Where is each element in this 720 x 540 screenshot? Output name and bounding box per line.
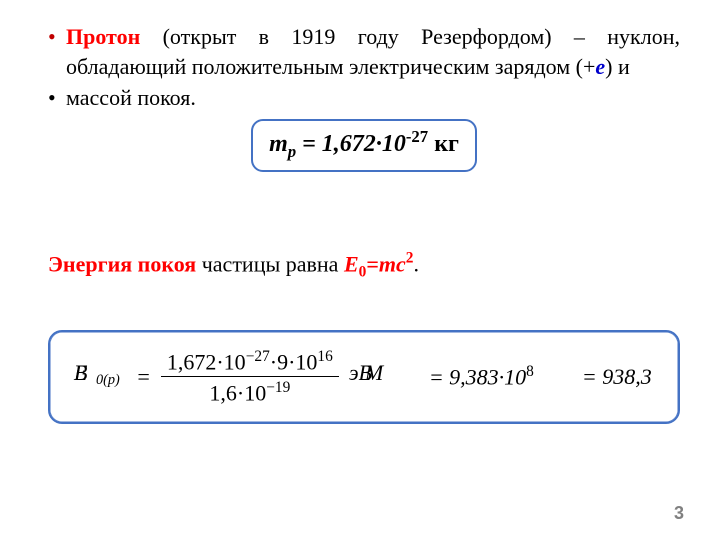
- mass-formula-box: mp = 1,672·10-27 кг: [251, 119, 477, 172]
- rest-energy-text: частицы равна: [196, 251, 344, 276]
- rest-energy-E: E: [344, 251, 359, 276]
- bullet1-text-b: ) и: [605, 54, 630, 79]
- rest-energy-mc: mc: [379, 251, 406, 276]
- bullet2-text: массой покоя.: [66, 85, 196, 110]
- mass-sub: p: [288, 142, 296, 161]
- mev-eV: эВ: [349, 360, 372, 386]
- rest-energy-period: .: [413, 251, 419, 276]
- bullet-list: Протон (открыт в 1919 году Резерфордом) …: [48, 22, 680, 113]
- slide: Протон (открыт в 1919 году Резерфордом) …: [0, 0, 720, 540]
- charge-e: e: [595, 54, 605, 79]
- rest-energy-line: Энергия покоя частицы равна E0=mc2.: [48, 250, 680, 282]
- mass-m: m: [269, 131, 288, 157]
- final-value: = 938,3: [582, 364, 652, 390]
- equation: E В 0(p) = 1,672·10−27·9·1016 1,6·10−19 …: [74, 348, 660, 406]
- mid-value: = 9,383·108: [429, 363, 534, 390]
- bullet1-text-a: (открыт в 1919 году Резерфордом) – нукло…: [66, 24, 680, 79]
- term-proton: Протон: [66, 24, 140, 49]
- stack-B: В: [74, 360, 87, 386]
- bullet-item-1: Протон (открыт в 1919 году Резерфордом) …: [66, 22, 680, 81]
- mass-ten: 10: [382, 131, 406, 157]
- rest-energy-eq: =: [366, 251, 379, 276]
- mass-box-wrap: mp = 1,672·10-27 кг: [48, 119, 680, 172]
- fraction-num: 1,672·10−27·9·1016: [161, 348, 339, 375]
- fraction-den: 1,6·10−19: [203, 379, 296, 406]
- bullet-item-2: массой покоя.: [66, 83, 680, 113]
- mass-unit: кг: [428, 131, 459, 157]
- page-number: 3: [674, 503, 684, 524]
- mass-exp: -27: [406, 127, 428, 146]
- fraction: 1,672·10−27·9·1016 1,6·10−19: [161, 348, 339, 406]
- mev-stack-1: М эВ: [349, 360, 419, 394]
- rest-energy-term: Энергия покоя: [48, 251, 196, 276]
- eq-sign-1: =: [136, 364, 151, 390]
- stack-sub: 0(p): [96, 372, 120, 389]
- fraction-bar: [161, 376, 339, 377]
- calculation-box: E В 0(p) = 1,672·10−27·9·1016 1,6·10−19 …: [48, 330, 680, 424]
- lhs-symbol-stack: E В 0(p): [74, 360, 126, 394]
- mass-eq: = 1,672: [296, 131, 376, 157]
